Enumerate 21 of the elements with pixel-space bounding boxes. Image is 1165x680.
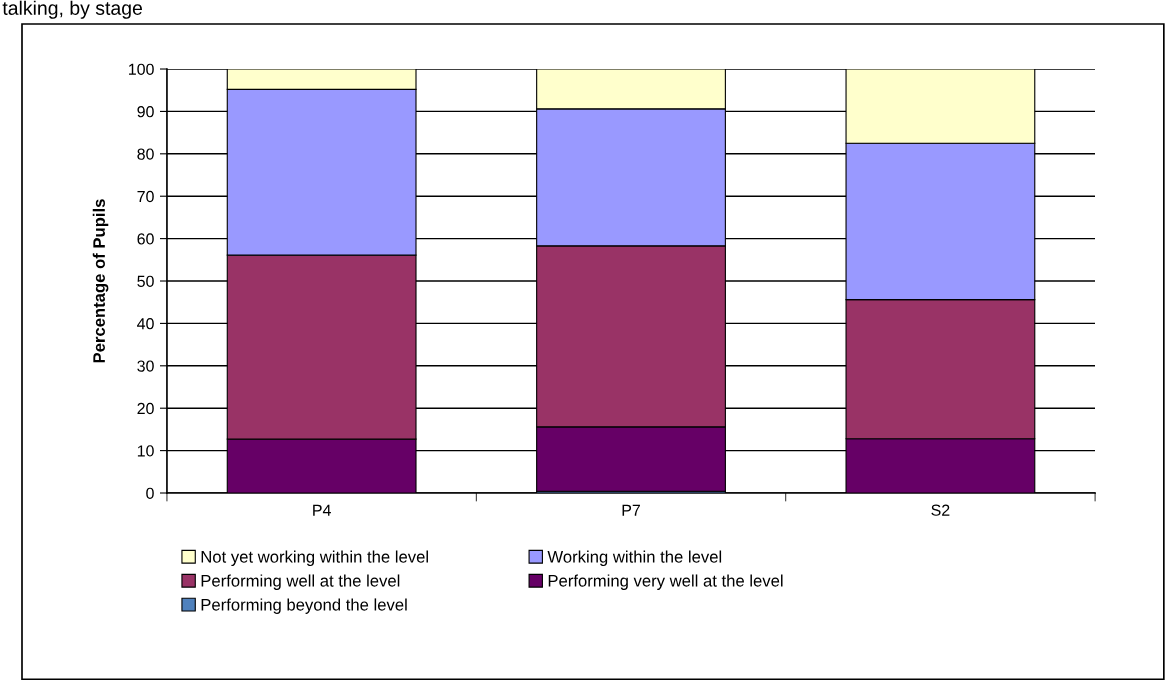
y-tick-label: 70 [137, 190, 154, 203]
y-tick-label: 0 [146, 487, 154, 499]
legend-label: Performing well at the level [201, 574, 400, 590]
y-tick-label: 100 [129, 63, 154, 75]
y-tick-label: 90 [137, 106, 154, 118]
y-tick-label: 10 [137, 445, 154, 457]
y-tick-label: 20 [137, 402, 154, 415]
y-tick-label: 80 [137, 148, 154, 160]
y-tick-label: 40 [137, 318, 154, 330]
legend-label: Performing beyond the level [201, 598, 407, 614]
legend-label: Not yet working within the level [201, 550, 428, 567]
legend-label: Working within the level [547, 550, 722, 567]
chart-title: talking, by stage [2, 0, 142, 19]
x-tick-label: P4 [313, 504, 331, 516]
x-tick-label: P7 [622, 504, 640, 516]
x-tick-label: S2 [931, 504, 950, 516]
y-tick-label: 30 [137, 360, 154, 372]
legend-label: Performing very well at the level [548, 574, 783, 590]
y-tick-label: 60 [137, 233, 154, 245]
y-tick-label: 50 [137, 275, 154, 287]
y-axis-title: Percentage of Pupils [92, 199, 109, 363]
